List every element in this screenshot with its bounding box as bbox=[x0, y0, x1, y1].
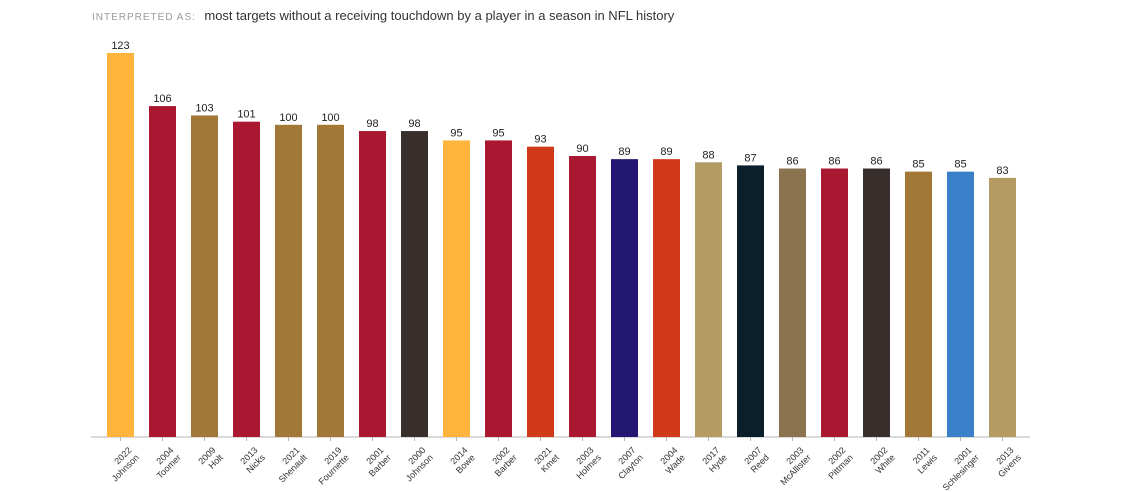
bar-value-label: 83 bbox=[996, 165, 1008, 177]
x-tick-label: 2002Pittman bbox=[819, 445, 855, 481]
bar-value-label: 101 bbox=[237, 109, 255, 121]
bar-value-label: 85 bbox=[954, 159, 966, 171]
bar[interactable] bbox=[653, 159, 680, 437]
bar-value-label: 103 bbox=[195, 102, 213, 114]
bar-value-label: 100 bbox=[321, 112, 339, 124]
bar[interactable] bbox=[863, 168, 890, 437]
bar[interactable] bbox=[443, 140, 470, 438]
x-tick-label: 2000Johnson bbox=[397, 445, 435, 483]
bar-value-label: 98 bbox=[366, 118, 378, 130]
bar-value-label: 95 bbox=[492, 127, 504, 139]
bar[interactable] bbox=[485, 140, 512, 438]
bar[interactable] bbox=[695, 162, 722, 437]
bar[interactable] bbox=[989, 177, 1016, 437]
x-tick-label: 2009Holt bbox=[196, 445, 225, 474]
bar[interactable] bbox=[275, 124, 302, 438]
bar[interactable] bbox=[107, 53, 134, 437]
bar[interactable] bbox=[569, 156, 596, 437]
bar-value-label: 88 bbox=[702, 149, 714, 161]
interpreted-as-label: INTERPRETED AS: bbox=[92, 12, 196, 23]
bar[interactable] bbox=[317, 124, 344, 438]
interpreted-query: most targets without a receiving touchdo… bbox=[204, 8, 675, 23]
bar[interactable] bbox=[149, 106, 176, 437]
x-tick-label: 2014Bowe bbox=[447, 445, 477, 475]
bar[interactable] bbox=[779, 168, 806, 437]
x-tick-label: 2017Hyde bbox=[700, 445, 729, 474]
bar-value-label: 86 bbox=[786, 156, 798, 168]
bar-value-label: 93 bbox=[534, 134, 546, 146]
bar[interactable] bbox=[359, 131, 386, 438]
x-tick-label: 2002Barber bbox=[485, 445, 518, 478]
bar[interactable] bbox=[947, 171, 974, 437]
interpretation-header: INTERPRETED AS: most targets without a r… bbox=[92, 7, 674, 25]
bar-value-label: 123 bbox=[111, 40, 129, 52]
x-tick-label: 2003Holmes bbox=[567, 445, 603, 481]
bar[interactable] bbox=[611, 159, 638, 437]
x-tick-label: 2001Schlesinger bbox=[933, 445, 981, 492]
bar-value-label: 86 bbox=[870, 156, 882, 168]
x-tick-label: 2003McAllister bbox=[771, 445, 813, 487]
x-tick-label: 2001Barber bbox=[359, 445, 392, 478]
bar-value-label: 90 bbox=[576, 143, 588, 155]
x-tick-label: 2004Wade bbox=[656, 445, 687, 476]
x-tick-label: 2013Givens bbox=[989, 445, 1024, 480]
x-tick-label: 2002White bbox=[866, 445, 897, 476]
bar-value-label: 95 bbox=[450, 127, 462, 139]
bar-value-label: 85 bbox=[912, 159, 924, 171]
x-tick-label: 2007Clayton bbox=[609, 445, 645, 481]
x-tick-label: 2007Reed bbox=[741, 445, 771, 475]
x-tick-label: 2022Johnson bbox=[103, 445, 141, 483]
bar-value-label: 86 bbox=[828, 156, 840, 168]
bar[interactable] bbox=[737, 165, 764, 437]
bar-value-label: 106 bbox=[153, 93, 171, 105]
bar[interactable] bbox=[191, 115, 218, 437]
bar-value-label: 100 bbox=[279, 112, 297, 124]
bar-value-label: 89 bbox=[618, 146, 630, 158]
x-tick-label: 2004Toomer bbox=[147, 445, 183, 481]
bar[interactable] bbox=[233, 121, 260, 438]
bar-value-label: 89 bbox=[660, 146, 672, 158]
bar[interactable] bbox=[527, 146, 554, 437]
bar-value-label: 87 bbox=[744, 152, 756, 164]
bar[interactable] bbox=[821, 168, 848, 437]
x-tick-label: 2021Kmet bbox=[532, 445, 562, 475]
bar[interactable] bbox=[401, 131, 428, 438]
x-tick-label: 2011Lewis bbox=[908, 445, 939, 476]
x-tick-label: 2013Nicks bbox=[237, 445, 267, 475]
bar-value-label: 98 bbox=[408, 118, 420, 130]
bar[interactable] bbox=[905, 171, 932, 437]
x-tick-label: 2021Shenault bbox=[269, 445, 309, 485]
x-tick-label: 2019Fournette bbox=[309, 445, 351, 487]
